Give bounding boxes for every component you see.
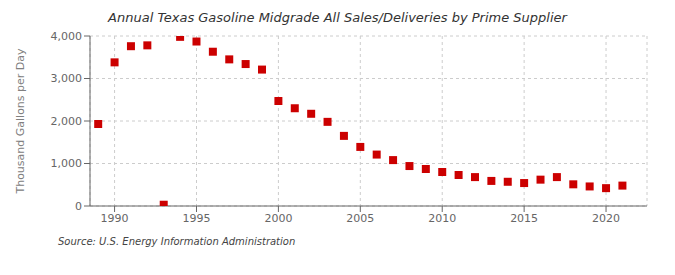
svg-text:1995: 1995 — [182, 212, 210, 225]
html-text:Source: U.S. Energy Informatio: Source: U.S. Energy Information Administ… — [58, 236, 296, 247]
svg-text:Thousand Gallons per Day: Thousand Gallons per Day — [14, 48, 27, 195]
html-text:Annual Texas Gasoline Midgrade: Annual Texas Gasoline Midgrade All Sales… — [108, 10, 567, 25]
svg-text:4,000: 4,000 — [51, 30, 83, 43]
svg-text:2020: 2020 — [592, 212, 620, 225]
svg-text:2010: 2010 — [428, 212, 456, 225]
svg-text:1,000: 1,000 — [51, 157, 83, 170]
svg-text:0: 0 — [75, 200, 82, 213]
svg-text:2015: 2015 — [510, 212, 538, 225]
svg-text:3,000: 3,000 — [51, 72, 83, 85]
svg-text:2005: 2005 — [346, 212, 374, 225]
svg-text:2000: 2000 — [264, 212, 292, 225]
svg-text:2,000: 2,000 — [51, 115, 83, 128]
svg-text:1990: 1990 — [101, 212, 129, 225]
